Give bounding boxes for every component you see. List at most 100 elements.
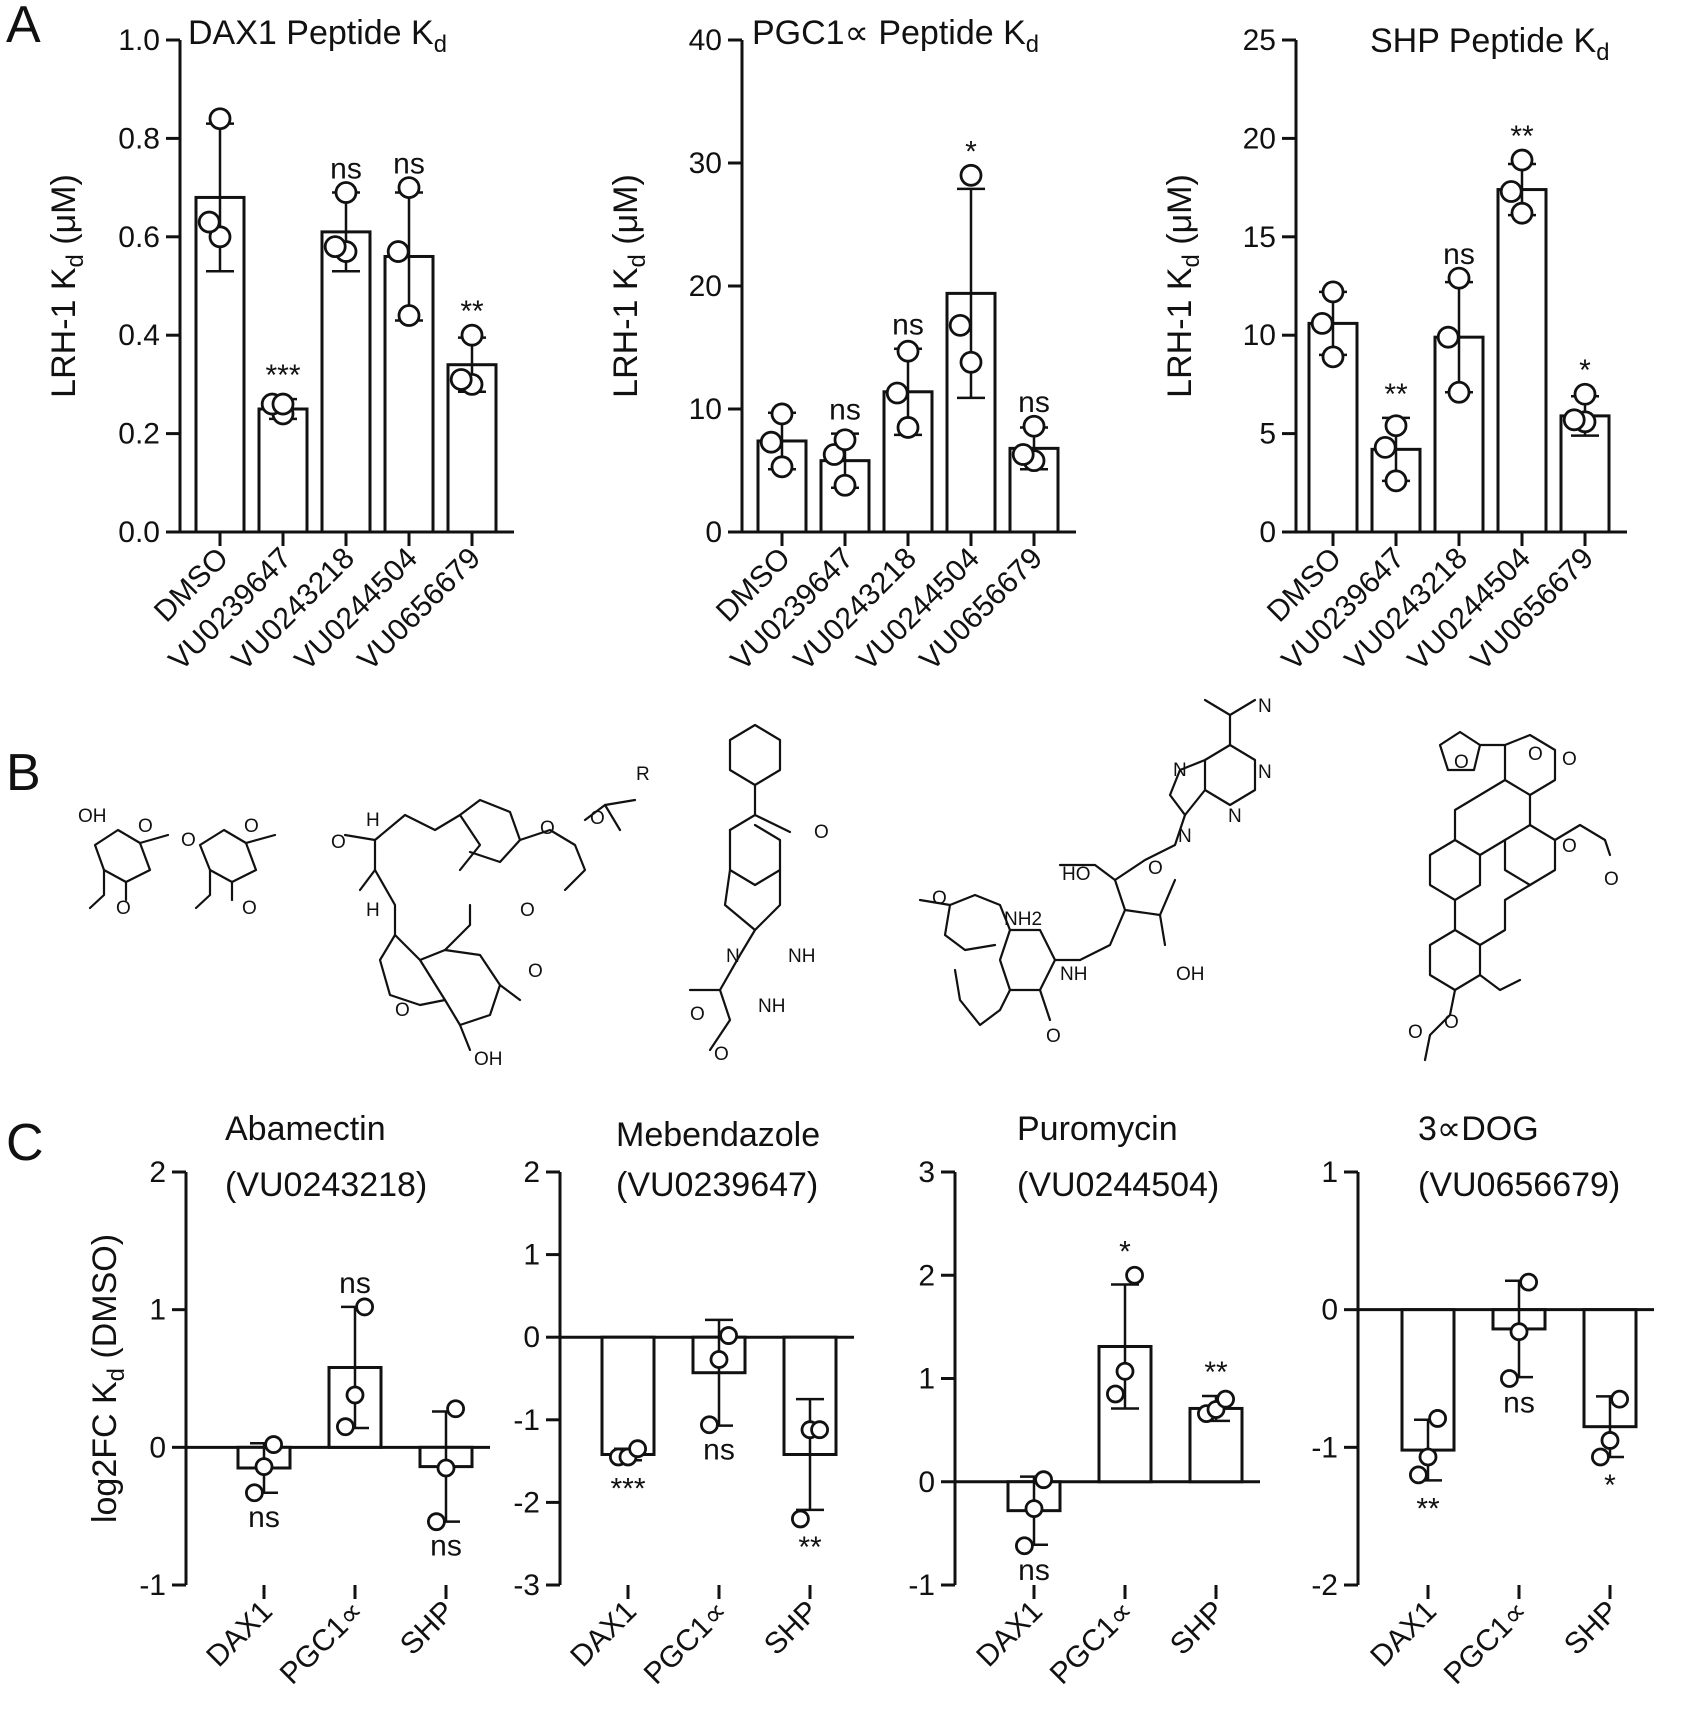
data-point (244, 1483, 264, 1503)
data-point (335, 1417, 355, 1437)
data-point (759, 430, 783, 454)
chart-mebendazole-log2fc: -3 -2 -1 0 1 2 *** DAX1 ns PGC1∝ ** SHP Mebendazole (… (513, 1116, 854, 1691)
puromycin-atom-7: O (1148, 858, 1163, 879)
data-point (833, 428, 857, 452)
y-tick-label: 5 (1259, 418, 1276, 451)
puromycin-atom-1: N (1258, 696, 1272, 717)
data-point (948, 313, 972, 337)
y-tick-label: 0.2 (118, 418, 160, 451)
3adog-structure (1423, 730, 1612, 1062)
category-label: DAX1 (970, 1595, 1049, 1674)
data-point (1310, 311, 1334, 335)
chart-puromycin-log2fc: -1 0 1 2 3 ns DAX1 * PGC1∝ ** SHP Puromycin (VU02445… (908, 1110, 1260, 1691)
data-point (1447, 266, 1471, 290)
panel-letter-a: A (6, 0, 41, 54)
category-label: PGC1∝ (1044, 1595, 1140, 1691)
bar (320, 230, 372, 534)
abamectin-atom-14: R (636, 764, 650, 785)
data-point (460, 323, 484, 347)
data-point (1022, 414, 1046, 438)
category-label: SHP (394, 1595, 461, 1662)
y-tick-label: -1 (1311, 1431, 1338, 1464)
data-point (1500, 1369, 1519, 1388)
abamectin-atom-labels: OH O O O O O H H O O O O O R O OH (78, 764, 650, 1070)
data-point (1409, 1465, 1428, 1485)
significance-label: * (1579, 354, 1591, 387)
significance-label: * (965, 135, 977, 168)
y-tick-label: 1 (523, 1239, 540, 1272)
y-tick-label: 0 (1259, 516, 1276, 549)
y-tick-label: 0 (918, 1466, 935, 1499)
y-tick-label: 20 (1243, 122, 1276, 155)
significance-label: ** (1416, 1492, 1440, 1525)
data-point (770, 455, 794, 479)
data-point (1015, 1536, 1034, 1556)
significance-label: ns (430, 1530, 462, 1563)
mebendazole-atom-labels: O N NH NH O O (690, 822, 829, 1065)
chart-title: PGC1∝ Peptide Kd (752, 14, 1039, 58)
abamectin-structure (88, 798, 637, 1052)
data-point (719, 1326, 738, 1345)
significance-label: ** (1204, 1356, 1228, 1389)
data-point (791, 1509, 810, 1529)
data-point (1418, 1447, 1438, 1467)
significance-label: ns (1443, 238, 1475, 271)
y-tick-label: -2 (513, 1486, 540, 1519)
puromycin-atom-5: N (1178, 826, 1192, 847)
abamectin-atom-3: O (181, 830, 196, 851)
data-point (959, 350, 983, 374)
y-tick-label: 40 (689, 24, 722, 57)
mebendazole-atom-6: O (714, 1044, 729, 1065)
data-point (1034, 1470, 1053, 1490)
abamectin-atom-5: O (244, 816, 259, 837)
data-point (1011, 443, 1035, 466)
significance-label: ns (1018, 1554, 1050, 1587)
significance-label: ns (393, 148, 425, 181)
y-tick-label: 2 (149, 1156, 166, 1189)
puromycin-atom-11: O (1046, 1026, 1061, 1047)
significance-label: ns (1018, 386, 1050, 419)
data-point (1106, 1384, 1125, 1404)
puromycin-atom-10: OH (1176, 964, 1205, 985)
data-point (208, 107, 232, 131)
y-tick-label: 0.6 (118, 221, 160, 254)
data-point (271, 392, 295, 416)
chart-title-line2: (VU0243218) (225, 1166, 427, 1204)
abamectin-atom-13: O (528, 961, 543, 982)
data-point (1384, 469, 1408, 493)
bar (1496, 188, 1548, 534)
y-tick-label: 20 (689, 270, 722, 303)
data-point (885, 381, 909, 405)
mebendazole-atom-3: NH (788, 946, 815, 967)
data-point (1321, 280, 1345, 304)
y-tick-label: 0.4 (118, 319, 160, 352)
panel-letter-b: B (6, 744, 41, 802)
3adog-atom-4: O (1562, 836, 1577, 857)
puromycin-atom-2: N (1173, 760, 1187, 781)
chart-pgc1a-kd: 010203040DMSOnsVU0239647nsVU0243218*VU02… (607, 14, 1076, 677)
data-point (1115, 1361, 1135, 1381)
significance-label: * (1604, 1469, 1616, 1502)
significance-label: ns (1503, 1387, 1535, 1420)
y-tick-label: 0.0 (118, 516, 160, 549)
data-point (355, 1297, 375, 1317)
abamectin-atom-8: H (366, 900, 380, 921)
puromycin-atom-12: O (932, 888, 947, 909)
puromycin-atom-9: NH (1060, 964, 1087, 985)
y-tick-label: 0.8 (118, 122, 160, 155)
y-axis-label: log2FC Kd (DMSO) (86, 1234, 130, 1523)
chart-3adog-log2fc: -2 -1 0 1 ** DAX1 ns PGC1∝ * SHP 3∝DOG (VU0656679) (1311, 1110, 1654, 1691)
data-point (254, 1457, 274, 1477)
y-tick-label: 0 (523, 1321, 540, 1354)
category-label: DAX1 (564, 1595, 643, 1674)
data-point (628, 1439, 647, 1459)
data-point (386, 240, 410, 263)
data-point (1373, 435, 1397, 459)
category-label: DAX1 (200, 1595, 279, 1674)
category-label: DAX1 (1364, 1595, 1443, 1674)
data-point (436, 1458, 456, 1478)
category-label: SHP (1164, 1595, 1231, 1662)
mebendazole-atom-4: NH (758, 996, 785, 1017)
abamectin-atom-11: O (590, 808, 605, 829)
